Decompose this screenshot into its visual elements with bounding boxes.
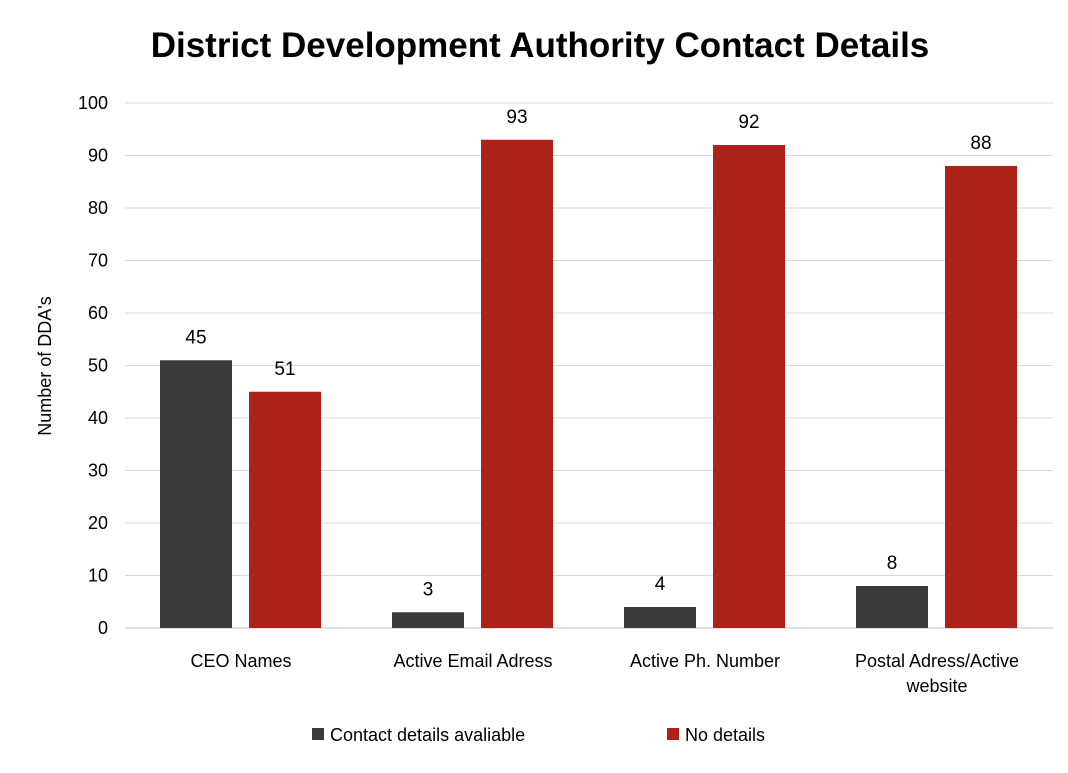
- data-label: 4: [655, 574, 666, 595]
- y-tick-label: 50: [88, 356, 108, 376]
- y-axis-label: Number of DDA's: [35, 296, 55, 435]
- bar-available: [856, 586, 928, 628]
- bar-available: [392, 612, 464, 628]
- bar-no-details: [713, 145, 785, 628]
- x-tick-label: Active Ph. Number: [630, 651, 780, 671]
- bar-no-details: [945, 166, 1017, 628]
- legend-swatch: [312, 728, 324, 740]
- y-tick-label: 20: [88, 513, 108, 533]
- y-tick-label: 60: [88, 303, 108, 323]
- data-label: 88: [970, 133, 991, 154]
- y-tick-label: 90: [88, 146, 108, 166]
- data-label: 8: [887, 553, 898, 574]
- y-tick-label: 40: [88, 408, 108, 428]
- y-tick-label: 70: [88, 251, 108, 271]
- y-tick-label: 30: [88, 461, 108, 481]
- bar-no-details: [481, 139, 553, 628]
- x-tick-label: Postal Adress/Active: [855, 651, 1019, 671]
- y-tick-label: 80: [88, 198, 108, 218]
- x-tick-label: Active Email Adress: [393, 651, 552, 671]
- chart-title: District Development Authority Contact D…: [151, 26, 930, 65]
- data-label: 3: [423, 579, 434, 600]
- y-tick-label: 10: [88, 566, 108, 586]
- data-label: 51: [274, 359, 295, 380]
- data-label: 92: [738, 112, 759, 133]
- data-label: 45: [185, 327, 206, 348]
- legend-label: Contact details avaliable: [330, 725, 525, 745]
- y-tick-label: 0: [98, 618, 108, 638]
- legend-swatch: [667, 728, 679, 740]
- legend-label: No details: [685, 725, 765, 745]
- y-tick-label: 100: [78, 93, 108, 113]
- bar-available: [160, 360, 232, 628]
- data-label: 93: [506, 107, 527, 128]
- x-tick-label: CEO Names: [190, 651, 291, 671]
- bar-no-details: [249, 391, 321, 628]
- bar-available: [624, 607, 696, 628]
- x-tick-label: website: [905, 676, 967, 696]
